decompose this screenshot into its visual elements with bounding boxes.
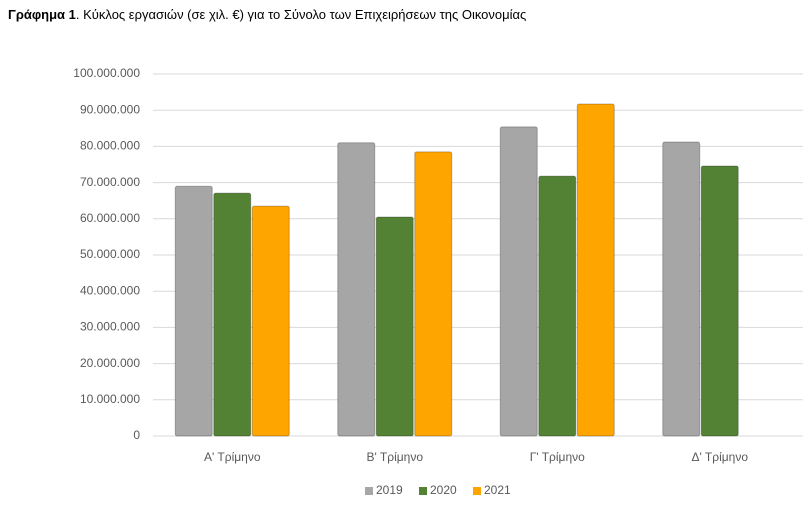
bar [576, 103, 615, 437]
y-tick-label: 100.000.000 [73, 66, 140, 80]
title-text: . Κύκλος εργασιών (σε χιλ. €) για το Σύν… [76, 7, 526, 22]
legend-label: 2020 [430, 483, 457, 497]
bar [499, 126, 538, 437]
legend-label: 2021 [484, 483, 511, 497]
chart-title: Γράφημα 1. Κύκλος εργασιών (σε χιλ. €) γ… [8, 7, 526, 22]
y-tick-label: 40.000.000 [80, 283, 140, 297]
legend-label: 2019 [376, 483, 403, 497]
bar [174, 185, 213, 437]
bar [700, 165, 739, 437]
y-tick-label: 0 [133, 428, 140, 442]
legend-swatch [419, 487, 427, 495]
title-label: Γράφημα 1 [8, 7, 76, 22]
y-tick-label: 10.000.000 [80, 392, 140, 406]
bar [414, 151, 453, 437]
bar [213, 192, 252, 437]
y-tick-label: 70.000.000 [80, 175, 140, 189]
y-tick-label: 50.000.000 [80, 247, 140, 261]
x-tick-label: Α' Τρίμηνο [204, 450, 261, 464]
y-tick-label: 90.000.000 [80, 102, 140, 116]
legend-swatch [365, 487, 373, 495]
bar [337, 142, 376, 437]
y-tick-label: 80.000.000 [80, 139, 140, 153]
legend-swatch [473, 487, 481, 495]
y-tick-label: 60.000.000 [80, 211, 140, 225]
x-tick-label: Β' Τρίμηνο [367, 450, 424, 464]
y-tick-label: 30.000.000 [80, 320, 140, 334]
x-tick-label: Γ' Τρίμηνο [530, 450, 585, 464]
x-tick-label: Δ' Τρίμηνο [691, 450, 748, 464]
bar [251, 205, 290, 437]
bar [538, 175, 577, 437]
bar [375, 216, 414, 437]
y-tick-label: 20.000.000 [80, 356, 140, 370]
bar [662, 141, 701, 437]
